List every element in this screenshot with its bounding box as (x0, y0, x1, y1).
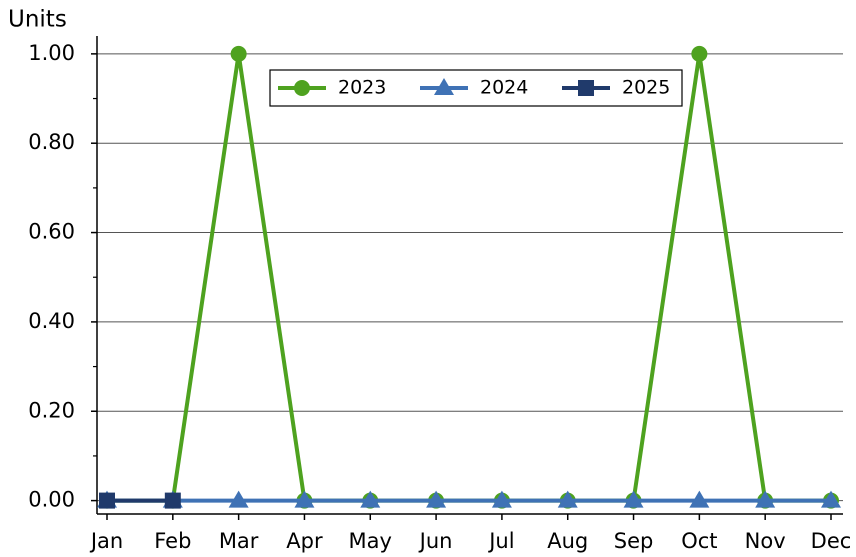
point (360, 490, 381, 508)
point (294, 80, 310, 96)
x-tick-label: Aug (547, 529, 588, 553)
x-tick-label: May (349, 529, 392, 553)
x-tick-label: Mar (219, 529, 259, 553)
point (689, 490, 710, 508)
point (228, 490, 249, 508)
legend-label: 2025 (622, 77, 670, 99)
y-tick-label: 0.00 (28, 488, 75, 512)
x-tick-label: Dec (811, 529, 852, 553)
x-tick-label: Jul (487, 529, 514, 553)
legend-label: 2024 (480, 77, 528, 99)
point (691, 45, 708, 62)
x-tick-label: Nov (745, 529, 786, 553)
y-tick-label: 0.80 (28, 130, 75, 154)
point (294, 490, 315, 508)
x-tick-label: Sep (614, 529, 654, 553)
point (434, 78, 454, 95)
y-tick-label: 0.40 (28, 309, 75, 333)
y-tick-label: 0.20 (28, 398, 75, 422)
x-tick-label: Jun (418, 529, 453, 553)
y-tick-label: 1.00 (28, 41, 75, 65)
x-tick-label: Oct (681, 529, 717, 553)
point (491, 490, 512, 508)
series-line (107, 53, 831, 503)
point (164, 492, 181, 509)
point (426, 490, 447, 508)
point (578, 80, 594, 96)
legend: 2023 2024 2025 (269, 69, 683, 107)
point (557, 490, 578, 508)
y-tick-label: 0.60 (28, 220, 75, 244)
x-tick-label: Jan (89, 529, 123, 553)
point (821, 490, 841, 508)
x-tick-label: Feb (154, 529, 191, 553)
legend-box (269, 69, 683, 107)
point (623, 490, 644, 508)
point (755, 490, 776, 508)
point (99, 492, 115, 509)
point (230, 45, 247, 62)
x-tick-label: Apr (286, 529, 323, 553)
y-axis-label: Units (8, 7, 67, 33)
legend-label: 2023 (338, 77, 386, 99)
